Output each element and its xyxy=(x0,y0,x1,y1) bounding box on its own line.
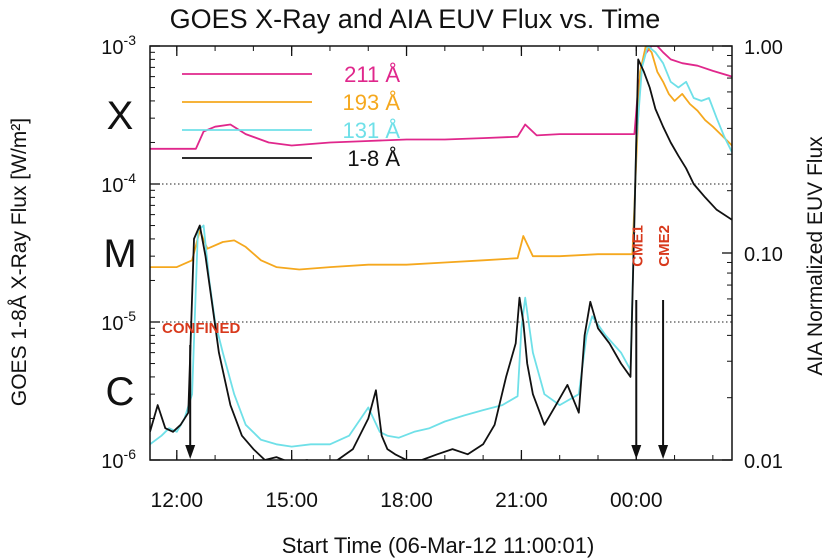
y-axis-label-right: AIA Normalized EUV Flux xyxy=(804,136,827,376)
series-line-1 xyxy=(150,46,732,150)
annotation-arrowhead xyxy=(658,445,669,459)
legend-label-2: 193 Å xyxy=(343,90,401,115)
annotation-label: CONFINED xyxy=(162,320,241,337)
annotation-label: CME2 xyxy=(656,225,673,267)
right-tick-label: 0.01 xyxy=(744,451,783,473)
annotation-arrowhead xyxy=(185,445,196,459)
series-line-2 xyxy=(150,46,732,271)
flare-class-label: X xyxy=(107,94,134,138)
left-tick-label: 10-4 xyxy=(101,170,136,197)
annotation-arrowhead xyxy=(631,445,642,459)
chart-title: GOES X-Ray and AIA EUV Flux vs. Time xyxy=(170,4,661,34)
x-tick-label: 12:00 xyxy=(151,489,204,512)
flare-class-label: M xyxy=(103,232,136,276)
right-tick-label: 0.10 xyxy=(744,244,783,266)
left-tick-label: 10-6 xyxy=(101,446,136,473)
right-tick-label: 1.00 xyxy=(744,37,783,59)
y-axis-label-left: GOES 1-8Å X-Ray Flux [W/m²] xyxy=(8,118,31,406)
x-tick-label: 00:00 xyxy=(610,489,663,512)
legend-label-3: 131 Å xyxy=(343,118,401,143)
left-tick-label: 10-5 xyxy=(101,308,136,335)
series-line-4 xyxy=(150,58,732,460)
x-tick-label: 21:00 xyxy=(495,489,548,512)
x-axis-label: Start Time (06-Mar-12 11:00:01) xyxy=(282,533,595,558)
legend-label-1: 211 Å xyxy=(344,62,400,87)
x-tick-label: 15:00 xyxy=(265,489,318,512)
left-tick-label: 10-3 xyxy=(101,32,136,59)
legend-label-4: 1-8 Å xyxy=(347,146,400,171)
annotation-label: CME1 xyxy=(629,225,646,267)
x-tick-label: 18:00 xyxy=(380,489,433,512)
flare-class-label: C xyxy=(106,370,135,414)
